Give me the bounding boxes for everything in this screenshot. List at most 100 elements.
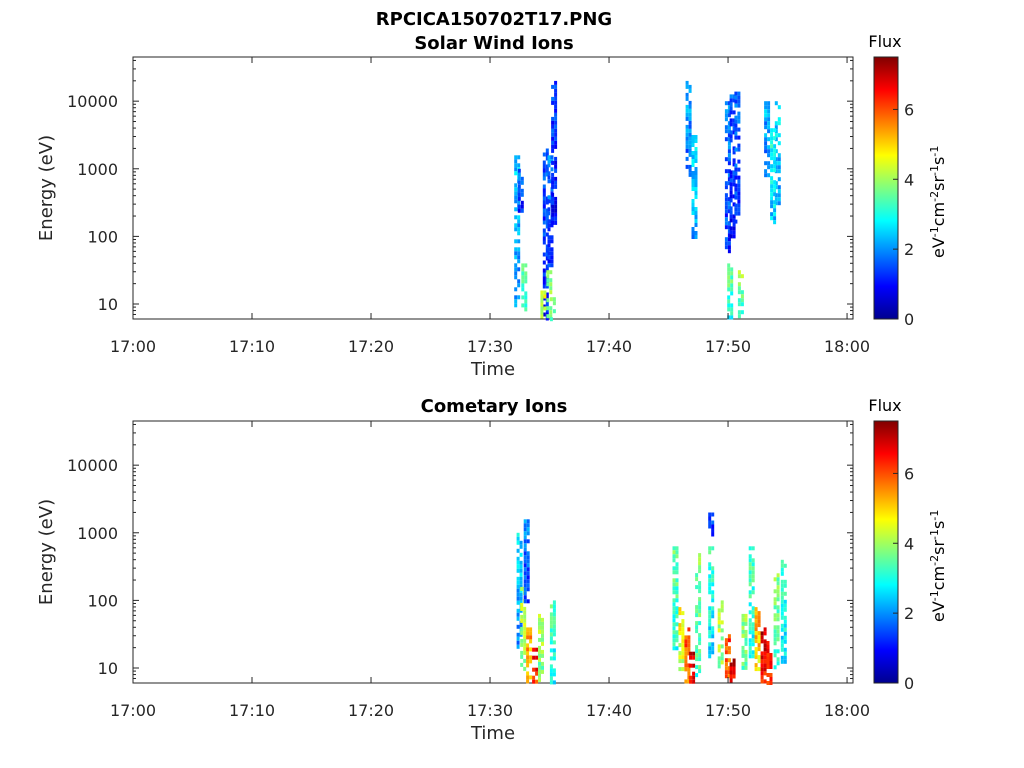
heatmap-cell	[767, 109, 771, 114]
heatmap-cell	[770, 216, 774, 221]
heatmap-cell	[687, 647, 691, 652]
heatmap-cell	[542, 168, 546, 173]
heatmap-cell	[523, 606, 527, 611]
heatmap-cell	[542, 240, 546, 245]
heatmap-cell	[730, 307, 734, 312]
heatmap-cell	[729, 662, 733, 667]
heatmap-cell	[734, 131, 738, 136]
heatmap-cell	[763, 663, 767, 668]
heatmap-cell	[545, 216, 549, 221]
heatmap-cell	[774, 193, 778, 198]
heatmap-cell	[688, 84, 692, 89]
heatmap-cell	[732, 146, 736, 151]
x-tick-label: 17:30	[467, 337, 513, 356]
heatmap-cell	[521, 287, 525, 292]
heatmap-cell	[517, 180, 521, 185]
heatmap-cell	[678, 631, 682, 636]
heatmap-cell	[751, 558, 755, 563]
heatmap-cell	[551, 204, 555, 209]
heatmap-cell	[757, 659, 761, 664]
heatmap-cell	[729, 206, 733, 211]
heatmap-cell	[724, 217, 728, 222]
heatmap-cell	[737, 183, 741, 188]
heatmap-cell	[689, 651, 693, 656]
heatmap-cell	[698, 597, 702, 602]
heatmap-cell	[554, 96, 558, 101]
heatmap-cell	[773, 597, 777, 602]
heatmap-cell	[744, 617, 748, 622]
heatmap-cell	[737, 195, 741, 200]
heatmap-cell	[729, 214, 733, 219]
heatmap-cell	[675, 614, 679, 619]
heatmap-cell	[757, 611, 761, 616]
heatmap-cell	[711, 532, 715, 537]
heatmap-cell	[519, 564, 523, 569]
heatmap-cell	[517, 283, 521, 288]
plot-area	[132, 56, 854, 320]
heatmap-cell	[698, 553, 702, 558]
heatmap-cell	[514, 263, 518, 268]
heatmap-cell	[550, 255, 554, 260]
heatmap-cell	[520, 650, 524, 655]
heatmap-cell	[691, 159, 695, 163]
heatmap-cell	[517, 204, 521, 209]
heatmap-cell	[764, 133, 768, 138]
heatmap-cell	[727, 674, 731, 679]
heatmap-cell	[514, 215, 518, 220]
heatmap-cell	[549, 656, 553, 661]
heatmap-cell	[547, 155, 551, 160]
heatmap-cell	[727, 121, 731, 126]
heatmap-cell	[783, 627, 787, 632]
heatmap-cell	[672, 606, 676, 611]
heatmap-cell	[675, 582, 679, 587]
heatmap-cell	[519, 592, 523, 597]
heatmap-cell	[542, 212, 546, 217]
heatmap-cell	[516, 640, 520, 645]
heatmap-cell	[764, 141, 768, 146]
heatmap-cell	[516, 636, 520, 641]
heatmap-cell	[767, 153, 771, 158]
heatmap-cell	[751, 590, 755, 595]
heatmap-cell	[554, 128, 558, 133]
heatmap-cell	[672, 610, 676, 615]
heatmap-cell	[521, 303, 525, 308]
heatmap-cell	[698, 581, 702, 586]
heatmap-cell	[724, 658, 728, 663]
heatmap-cell	[552, 668, 556, 673]
heatmap-cell	[773, 184, 777, 189]
heatmap-cell	[551, 212, 555, 217]
heatmap-cell	[737, 290, 741, 295]
heatmap-cell	[777, 165, 781, 170]
heatmap-cell	[538, 665, 541, 670]
heatmap-cell	[526, 635, 530, 640]
heatmap-cell	[672, 550, 676, 555]
heatmap-cell	[724, 225, 728, 230]
heatmap-cell	[672, 590, 676, 595]
heatmap-cell	[727, 145, 731, 150]
heatmap-cell	[748, 626, 752, 631]
heatmap-cell	[538, 669, 541, 674]
heatmap-cell	[549, 640, 553, 645]
heatmap-cell	[732, 170, 736, 175]
heatmap-cell	[727, 245, 731, 250]
heatmap-cell	[734, 99, 738, 104]
heatmap-cell	[519, 568, 523, 573]
heatmap-cell	[546, 270, 550, 275]
heatmap-cell	[751, 654, 755, 659]
heatmap-cell	[748, 654, 752, 659]
panel-title: Cometary Ions	[421, 396, 568, 417]
heatmap-cell	[720, 628, 724, 633]
heatmap-cell	[520, 662, 524, 667]
heatmap-cell	[763, 651, 767, 656]
heatmap-cell	[685, 164, 689, 169]
heatmap-cell	[545, 148, 549, 153]
heatmap-cell	[729, 130, 733, 135]
heatmap-cell	[523, 634, 527, 639]
x-axis-ticks: 17:00 17:10 17:20 17:30 17:40 17:50 18:00	[110, 421, 870, 720]
heatmap-cell	[695, 605, 699, 610]
heatmap-cell	[751, 650, 755, 655]
heatmap-cell	[675, 590, 679, 595]
heatmap-cell	[720, 604, 724, 609]
heatmap-cell	[729, 674, 733, 679]
heatmap-cell	[545, 248, 549, 253]
